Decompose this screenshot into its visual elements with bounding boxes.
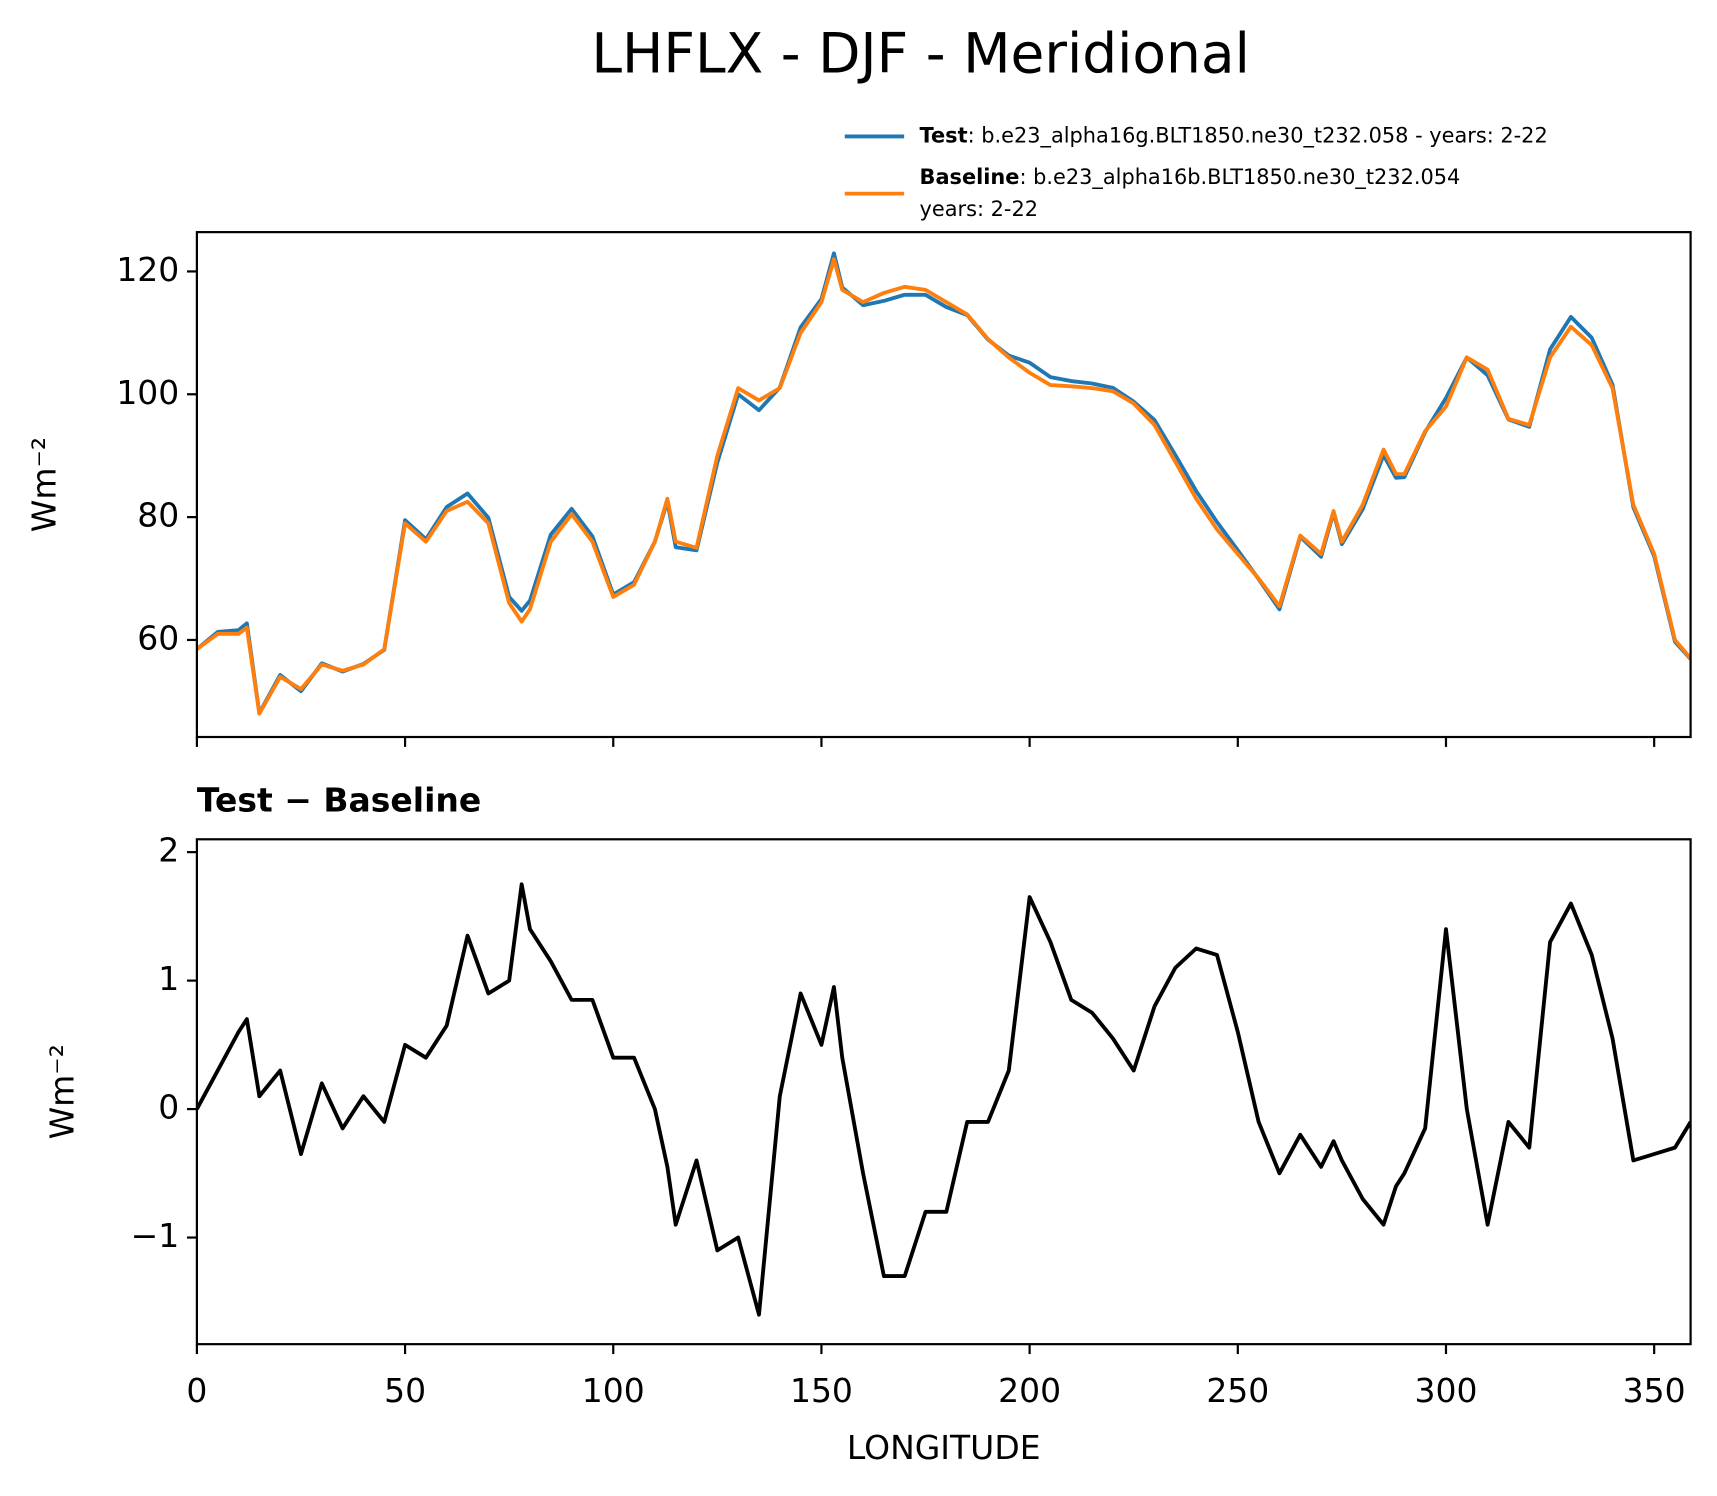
axes-frame: [195, 231, 1692, 739]
y-tick-label: 120: [116, 250, 179, 289]
figure-title: LHFLX - DJF - Meridional: [591, 21, 1249, 85]
y-axis-label: Wm⁻²: [25, 437, 64, 532]
x-tick-label: 200: [998, 1371, 1061, 1410]
x-tick-label: 350: [1623, 1371, 1686, 1410]
x-tick-label: 100: [582, 1371, 645, 1410]
legend-name: Baseline: [920, 165, 1020, 189]
x-tick-label: 0: [186, 1371, 207, 1410]
legend-description: : b.e23_alpha16g.BLT1850.ne30_t232.058 -…: [968, 123, 1548, 147]
y-tick-label: −1: [131, 1216, 180, 1255]
data-line: [196, 257, 1691, 716]
axes-frame: [195, 838, 1692, 1346]
y-tick-label: 1: [158, 959, 179, 998]
y-tick-label: 100: [116, 373, 179, 412]
data-line: [196, 882, 1691, 1317]
x-axis-label: LONGITUDE: [847, 1428, 1041, 1467]
legend-name: Test: [920, 123, 968, 147]
panel-title: Test − Baseline: [197, 780, 481, 819]
legend-label: Test: b.e23_alpha16g.BLT1850.ne30_t232.0…: [920, 123, 1548, 147]
x-tick-label: 50: [384, 1371, 426, 1410]
y-tick-label: 2: [158, 831, 179, 870]
y-tick-label: 60: [137, 618, 179, 657]
legend-description: : b.e23_alpha16b.BLT1850.ne30_t232.054: [1019, 165, 1460, 189]
x-tick-label: 250: [1206, 1371, 1269, 1410]
y-axis-label: Wm⁻²: [42, 1044, 81, 1139]
y-tick-label: 80: [137, 496, 179, 535]
legend-label: Baseline: b.e23_alpha16b.BLT1850.ne30_t2…: [920, 165, 1461, 221]
y-tick-label: 0: [158, 1088, 179, 1127]
x-tick-label: 150: [790, 1371, 853, 1410]
x-tick-label: 300: [1415, 1371, 1478, 1410]
legend-description: years: 2-22: [920, 197, 1039, 221]
